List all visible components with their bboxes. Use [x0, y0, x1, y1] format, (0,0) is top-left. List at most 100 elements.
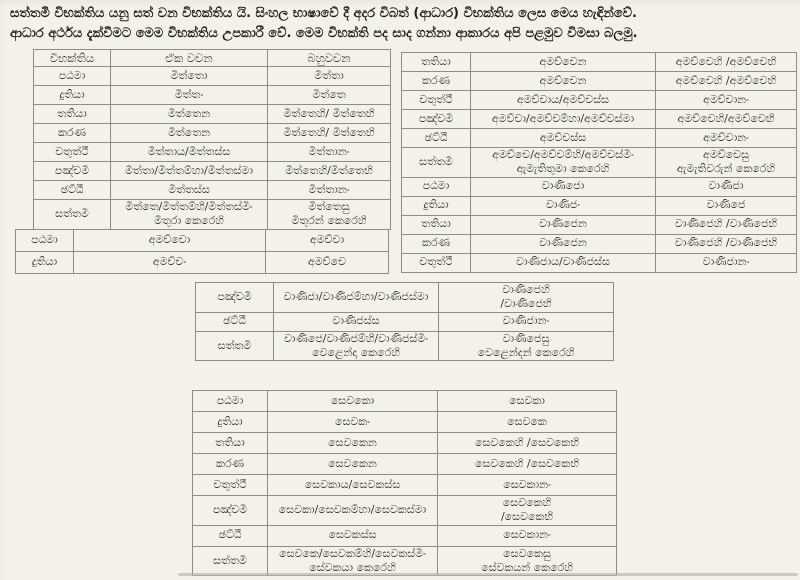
plural-form-cell: අමච්චෙහි/අමච්චෙභි	[655, 109, 797, 129]
case-label: දුතියා	[33, 85, 111, 105]
singular-form-cell: අමච්චාය/අමච්චස්ස	[470, 90, 656, 110]
plural-form-cell: අමච්චෙහි /අමච්චෙභි	[655, 71, 797, 91]
table-row: කරණ මිත්තෙන මිත්තෙහි/ මිත්තෙභි	[33, 123, 391, 143]
case-label: ඡට්ඨී	[33, 180, 111, 200]
singular-form-cell: මිත්තා/මිත්තම්හා/මිත්තස්මා	[110, 161, 268, 181]
singular-form-cell: සෙවකා/සෙවකම්හා/සෙවකස්මා	[267, 495, 438, 526]
case-label: තතියා	[192, 432, 268, 454]
case-label: තතියා	[33, 104, 111, 124]
case-label: සත්තමී	[192, 545, 268, 577]
case-label: පඨමා	[401, 176, 471, 197]
singular-form-cell: වාණිජාය/වාණිජස්ස	[470, 252, 656, 273]
table-row: දුතියා වාණිජං වාණිජෙ	[401, 195, 797, 216]
case-label: චතුත්ථී	[33, 142, 111, 162]
singular-form-cell: මිත්තෙන	[110, 123, 268, 143]
singular-form-cell: සෙවකං	[267, 411, 438, 433]
table-row: පඨමා වාණිජො වාණිජා	[401, 176, 797, 197]
sevaka-declension-table: පඨමා සෙවකො සෙවකා දුතියා සෙවකං සෙවකෙ තතියා සෙවකෙ…	[192, 390, 617, 577]
plural-form-cell: මිත්තෙසු මිතුරන් කෙරෙහි	[267, 199, 391, 230]
intro-line-1: සත්තමී විභක්තිය යනු සත් වන විභක්තිය යි. …	[10, 6, 637, 21]
case-label: දුතියා	[401, 195, 471, 216]
case-label: චතුත්ථී	[401, 90, 471, 110]
singular-form-cell: අමච්චස්ස	[470, 128, 656, 148]
plural-form-cell: වාණිජෙ	[655, 195, 797, 216]
table-row: පඤ්චමී වාණිජා/වාණිජම්හා/වාණිජස්මා වාණිජෙහි…	[195, 282, 614, 313]
plural-form-cell: අමච්චෙහි /අමච්චෙභි	[655, 52, 797, 72]
singular-form-cell: සෙවකෙන	[267, 453, 438, 475]
plural-form-cell: මිත්තානං	[267, 180, 391, 200]
plural-form-cell: සෙවකෙසු සේවකයන් කෙරෙහි	[437, 545, 617, 577]
singular-form-cell: මිත්තස්ස	[110, 180, 268, 200]
plural-form-cell: සෙවකා	[437, 390, 617, 412]
singular-form-cell: මිත්තො	[110, 66, 268, 86]
singular-form-cell: වාණිජස්ස	[273, 311, 439, 332]
table-row: චතුත්ථී මිත්තාය/මිත්තස්ස මිත්තානං	[33, 142, 391, 162]
plural-form-cell: මිත්තානං	[267, 142, 391, 162]
plural-form-cell: සෙවකානං	[437, 474, 617, 496]
table-row: ඡට්ඨී මිත්තස්ස මිත්තානං	[33, 180, 391, 200]
table-row: කරණ වාණිජෙන වාණිජෙහි /වාණිජෙභි	[401, 233, 797, 254]
plural-form-cell: වාණිජා	[655, 176, 797, 197]
table-row: සත්තමී වාණිජෙ/වාණිජම්හි/වාණිජස්මිං වෙළෙන්…	[195, 330, 614, 362]
singular-form-cell: සෙවකාය/සෙවකස්ස	[267, 474, 438, 496]
plural-form-cell: සෙවකෙහි /සෙවකෙභි	[437, 495, 617, 526]
table-row: පඤ්චමී සෙවකා/සෙවකම්හා/සෙවකස්මා සෙවකෙහි /සෙ…	[192, 495, 617, 526]
table-row: දුතියා අමච්චං අමච්චෙ	[15, 251, 389, 274]
table-row: චතුත්ථී වාණිජාය/වාණිජස්ස වාණිජානං	[401, 252, 797, 273]
plural-form-cell: අමච්චානං	[655, 90, 797, 110]
table-row: සත්තමී අමච්චෙ/අමච්චම්හි/අමච්චස්මිං ඇමැතිත…	[401, 147, 797, 178]
intro-paragraph: සත්තමී විභක්තිය යනු සත් වන විභක්තිය යි. …	[10, 4, 796, 44]
case-label: චතුත්ථී	[192, 474, 268, 496]
table-row: තතියා අමච්චෙන අමච්චෙහි /අමච්චෙභි	[401, 52, 797, 72]
case-label: චතුත්ථී	[401, 252, 471, 273]
case-label: තතියා	[401, 52, 471, 72]
table-row: ඡට්ඨී අමච්චස්ස අමච්චානං	[401, 128, 797, 148]
singular-form-cell: සෙවකො	[267, 390, 438, 412]
singular-form-cell: මිත්තං	[110, 85, 268, 105]
case-label: දුතියා	[192, 411, 268, 433]
case-label: පඨමා	[33, 66, 111, 86]
singular-form-cell: අමච්චා/අමච්චම්හා/අමච්චස්මා	[470, 109, 656, 129]
table-row: පඨමා සෙවකො සෙවකා	[192, 390, 617, 412]
table-row: තතියා සෙවකෙන සෙවකෙහි /සෙවකෙභි	[192, 432, 617, 454]
table-row: සත්තමී සෙවකෙ/සෙවකම්හි/සෙවකස්මිං සේවකයා කෙ…	[192, 545, 617, 577]
plural-form-cell: සෙවකානං	[437, 524, 617, 547]
singular-form-cell: අමච්චෙන	[470, 71, 656, 91]
plural-form-cell: මිත්තෙහි/මිත්තෙභි	[267, 161, 391, 181]
case-label: තතියා	[401, 214, 471, 235]
plural-form-cell: වාණිජෙහි /වාණිජෙභි	[655, 214, 797, 235]
column-header: ඒක වචන	[110, 49, 268, 67]
plural-form-cell: මිත්තෙ	[267, 85, 391, 105]
table-row: දුතියා මිත්තං මිත්තෙ	[33, 85, 391, 105]
singular-form-cell: වාණිජෙන	[470, 214, 656, 235]
plural-form-cell: වාණිජානං	[655, 252, 797, 273]
case-label: ඡට්ඨී	[195, 311, 274, 332]
table-row: ඡට්ඨී සෙවකස්ස සෙවකානං	[192, 524, 617, 547]
plural-form-cell: අමච්චෙ	[265, 251, 389, 274]
plural-form-cell: අමච්චෙසු ඇමැතිවරුන් කෙරෙහි	[655, 147, 797, 178]
plural-form-cell: මිත්තෙහි/ මිත්තෙභි	[267, 123, 391, 143]
singular-form-cell: සෙවකස්ස	[267, 524, 438, 547]
case-label: දුතියා	[15, 251, 74, 274]
singular-form-cell: වාණිජො	[470, 176, 656, 197]
singular-form-cell: වාණිජා/වාණිජම්හා/වාණිජස්මා	[273, 282, 439, 313]
table-row: චතුත්ථී අමච්චාය/අමච්චස්ස අමච්චානං	[401, 90, 797, 110]
singular-form-cell: සෙවකෙන	[267, 432, 438, 454]
table-row: පඨමා මිත්තො මිත්තා	[33, 66, 391, 86]
singular-form-cell: මිත්තෙ/මිත්තම්හි/මිත්තස්මිං මිතුරා කෙරෙහ…	[110, 199, 268, 230]
singular-form-cell: අමච්චෙ/අමච්චම්හි/අමච්චස්මිං ඇමැතිතුමා කෙ…	[470, 147, 656, 178]
singular-form-cell: අමච්චං	[73, 251, 266, 274]
singular-form-cell: වාණිජෙන	[470, 233, 656, 254]
scan-artifact-line	[178, 573, 798, 576]
singular-form-cell: වාණිජං	[470, 195, 656, 216]
singular-form-cell: මිත්තෙන	[110, 104, 268, 124]
case-label: පඤ්චමී	[195, 282, 274, 313]
table-row: තතියා වාණිජෙන වාණිජෙහි /වාණිජෙභි	[401, 214, 797, 235]
plural-form-cell: අමච්චානං	[655, 128, 797, 148]
case-label: සත්තමී	[401, 147, 471, 178]
case-label: ඡට්ඨී	[401, 128, 471, 148]
table-row: පඨමා අමච්චො අමච්චා	[15, 229, 389, 252]
amacca-and-vanija-declension-table: තතියා අමච්චෙන අමච්චෙහි /අමච්චෙභි කරණ අමච්චෙන…	[401, 52, 797, 273]
plural-form-cell: සෙවකෙහි /සෙවකෙභි	[437, 432, 617, 454]
